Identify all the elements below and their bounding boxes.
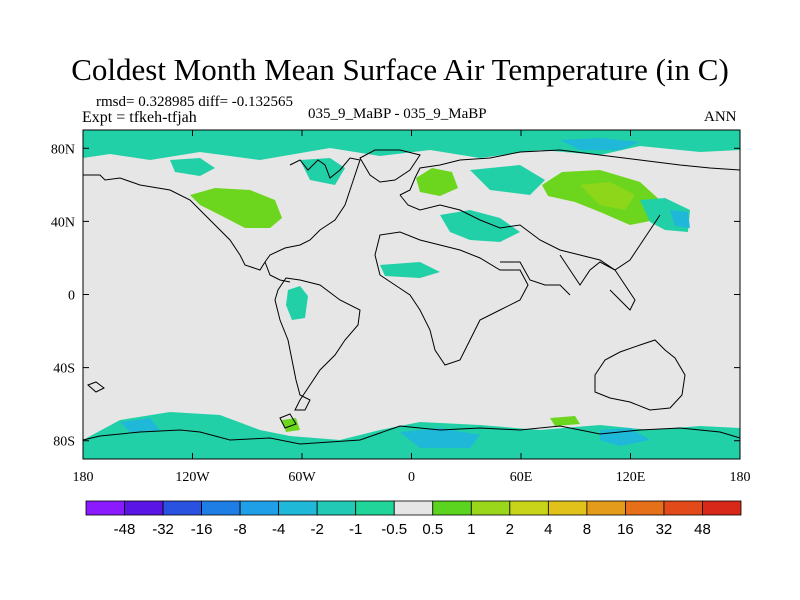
canada-west-patch	[170, 158, 215, 176]
map-panel: 180 120W 60W 0 60E 120E 180 80N 40N 0 40S 80S	[51, 129, 751, 485]
colorbar-box	[355, 500, 395, 516]
y-axis: 80N 40N 0 40S 80S	[51, 142, 740, 450]
map-title: Coldest Month Mean Surface Air Temperatu…	[71, 52, 729, 87]
antarctica-outline	[82, 425, 741, 445]
europe-south-outline	[399, 194, 661, 271]
colorbar-label: 4	[544, 521, 552, 538]
colorbar-label: 32	[656, 521, 673, 538]
y-tick-label: 40S	[53, 362, 75, 377]
india-outline	[559, 254, 616, 286]
colorbar-box	[702, 500, 742, 516]
antarctic-green-1	[282, 418, 300, 432]
colorbar-label: -4	[272, 521, 285, 538]
colorbar-box	[201, 500, 241, 516]
colorbar-box	[316, 500, 357, 516]
eurasia-outline	[399, 149, 741, 196]
arabia-outline	[500, 261, 571, 296]
colorbar-label: -48	[114, 521, 136, 538]
x-tick-label: 60E	[510, 470, 533, 485]
colorbar-box	[663, 500, 703, 516]
australia-outline	[594, 339, 686, 411]
colorbar-label: -2	[311, 521, 324, 538]
colorbar-box	[85, 500, 125, 516]
antarctic-blue-1	[400, 428, 480, 448]
se-asia-outline	[609, 269, 636, 311]
central-asia-patch	[440, 210, 520, 242]
y-tick-label: 40N	[51, 215, 75, 230]
colorbar-box	[239, 500, 280, 516]
experiment-label: Expt = tfkeh-tfjah	[82, 109, 197, 126]
central-america-outline	[264, 261, 291, 283]
colorbar-box	[625, 500, 665, 516]
antarctic-blue-3	[120, 418, 160, 432]
colorbar: -48 -32 -16 -8 -4 -2 -1 -0.5 0.5 1 2 4 8 16 32 48	[85, 500, 742, 538]
siberia-patch-cyan	[470, 165, 545, 195]
colorbar-box	[509, 500, 549, 516]
antarctica-peninsula-outline	[279, 413, 297, 429]
anomaly-patches	[83, 130, 740, 459]
coastlines	[82, 149, 741, 445]
x-tick-label: 180	[73, 470, 94, 485]
arctic-band-patch	[83, 130, 740, 160]
colorbar-box	[162, 500, 202, 516]
colorbar-label: -0.5	[381, 521, 407, 538]
season-label: ANN	[704, 109, 737, 125]
map-background	[83, 130, 740, 459]
colorbar-box	[278, 500, 318, 516]
west-small-outline	[87, 381, 105, 393]
europe-green	[416, 168, 458, 196]
colorbar-box	[586, 500, 626, 516]
africa-outline	[374, 231, 529, 366]
antarctic-green-2	[550, 416, 580, 426]
x-tick-label: 60W	[288, 470, 316, 485]
y-tick-label: 80S	[53, 435, 75, 450]
arctic-band-blue	[560, 138, 640, 150]
south-america-outline	[274, 277, 361, 411]
colorbar-label: 48	[694, 521, 711, 538]
x-tick-label: 0	[408, 470, 415, 485]
x-axis: 180 120W 60W 0 60E 120E 180	[73, 130, 751, 485]
y-tick-label: 0	[68, 289, 75, 304]
x-tick-label: 180	[730, 470, 751, 485]
colorbar-label: -16	[191, 521, 213, 538]
x-tick-label: 120E	[616, 470, 646, 485]
colorbar-label: 8	[583, 521, 591, 538]
colorbar-label: 0.5	[422, 521, 443, 538]
colorbar-box	[547, 500, 588, 516]
case-subtitle: 035_9_MaBP - 035_9_MaBP	[308, 106, 487, 122]
med-patch	[380, 262, 440, 278]
siberia-inner-green	[580, 182, 635, 210]
colorbar-label: 1	[467, 521, 475, 538]
greenland-outline	[359, 149, 421, 183]
colorbar-box	[470, 500, 511, 516]
colorbar-label: 16	[617, 521, 634, 538]
x-tick-label: 120W	[175, 470, 210, 485]
stats-text: rmsd= 0.328985 diff= -0.132565	[96, 94, 294, 110]
y-tick-label: 80N	[51, 142, 75, 157]
north-america-outline	[83, 157, 361, 271]
colorbar-box	[124, 500, 164, 516]
east-asia-blue	[670, 210, 690, 228]
colorbar-label: 2	[506, 521, 514, 538]
hudson-patch	[300, 158, 345, 185]
colorbar-label: -1	[349, 521, 362, 538]
colorbar-label: -8	[233, 521, 246, 538]
colorbar-box	[393, 500, 434, 516]
colorbar-label: -32	[152, 521, 174, 538]
north-america-green	[190, 188, 282, 228]
colorbar-box	[432, 500, 472, 516]
south-america-patch	[286, 286, 308, 320]
